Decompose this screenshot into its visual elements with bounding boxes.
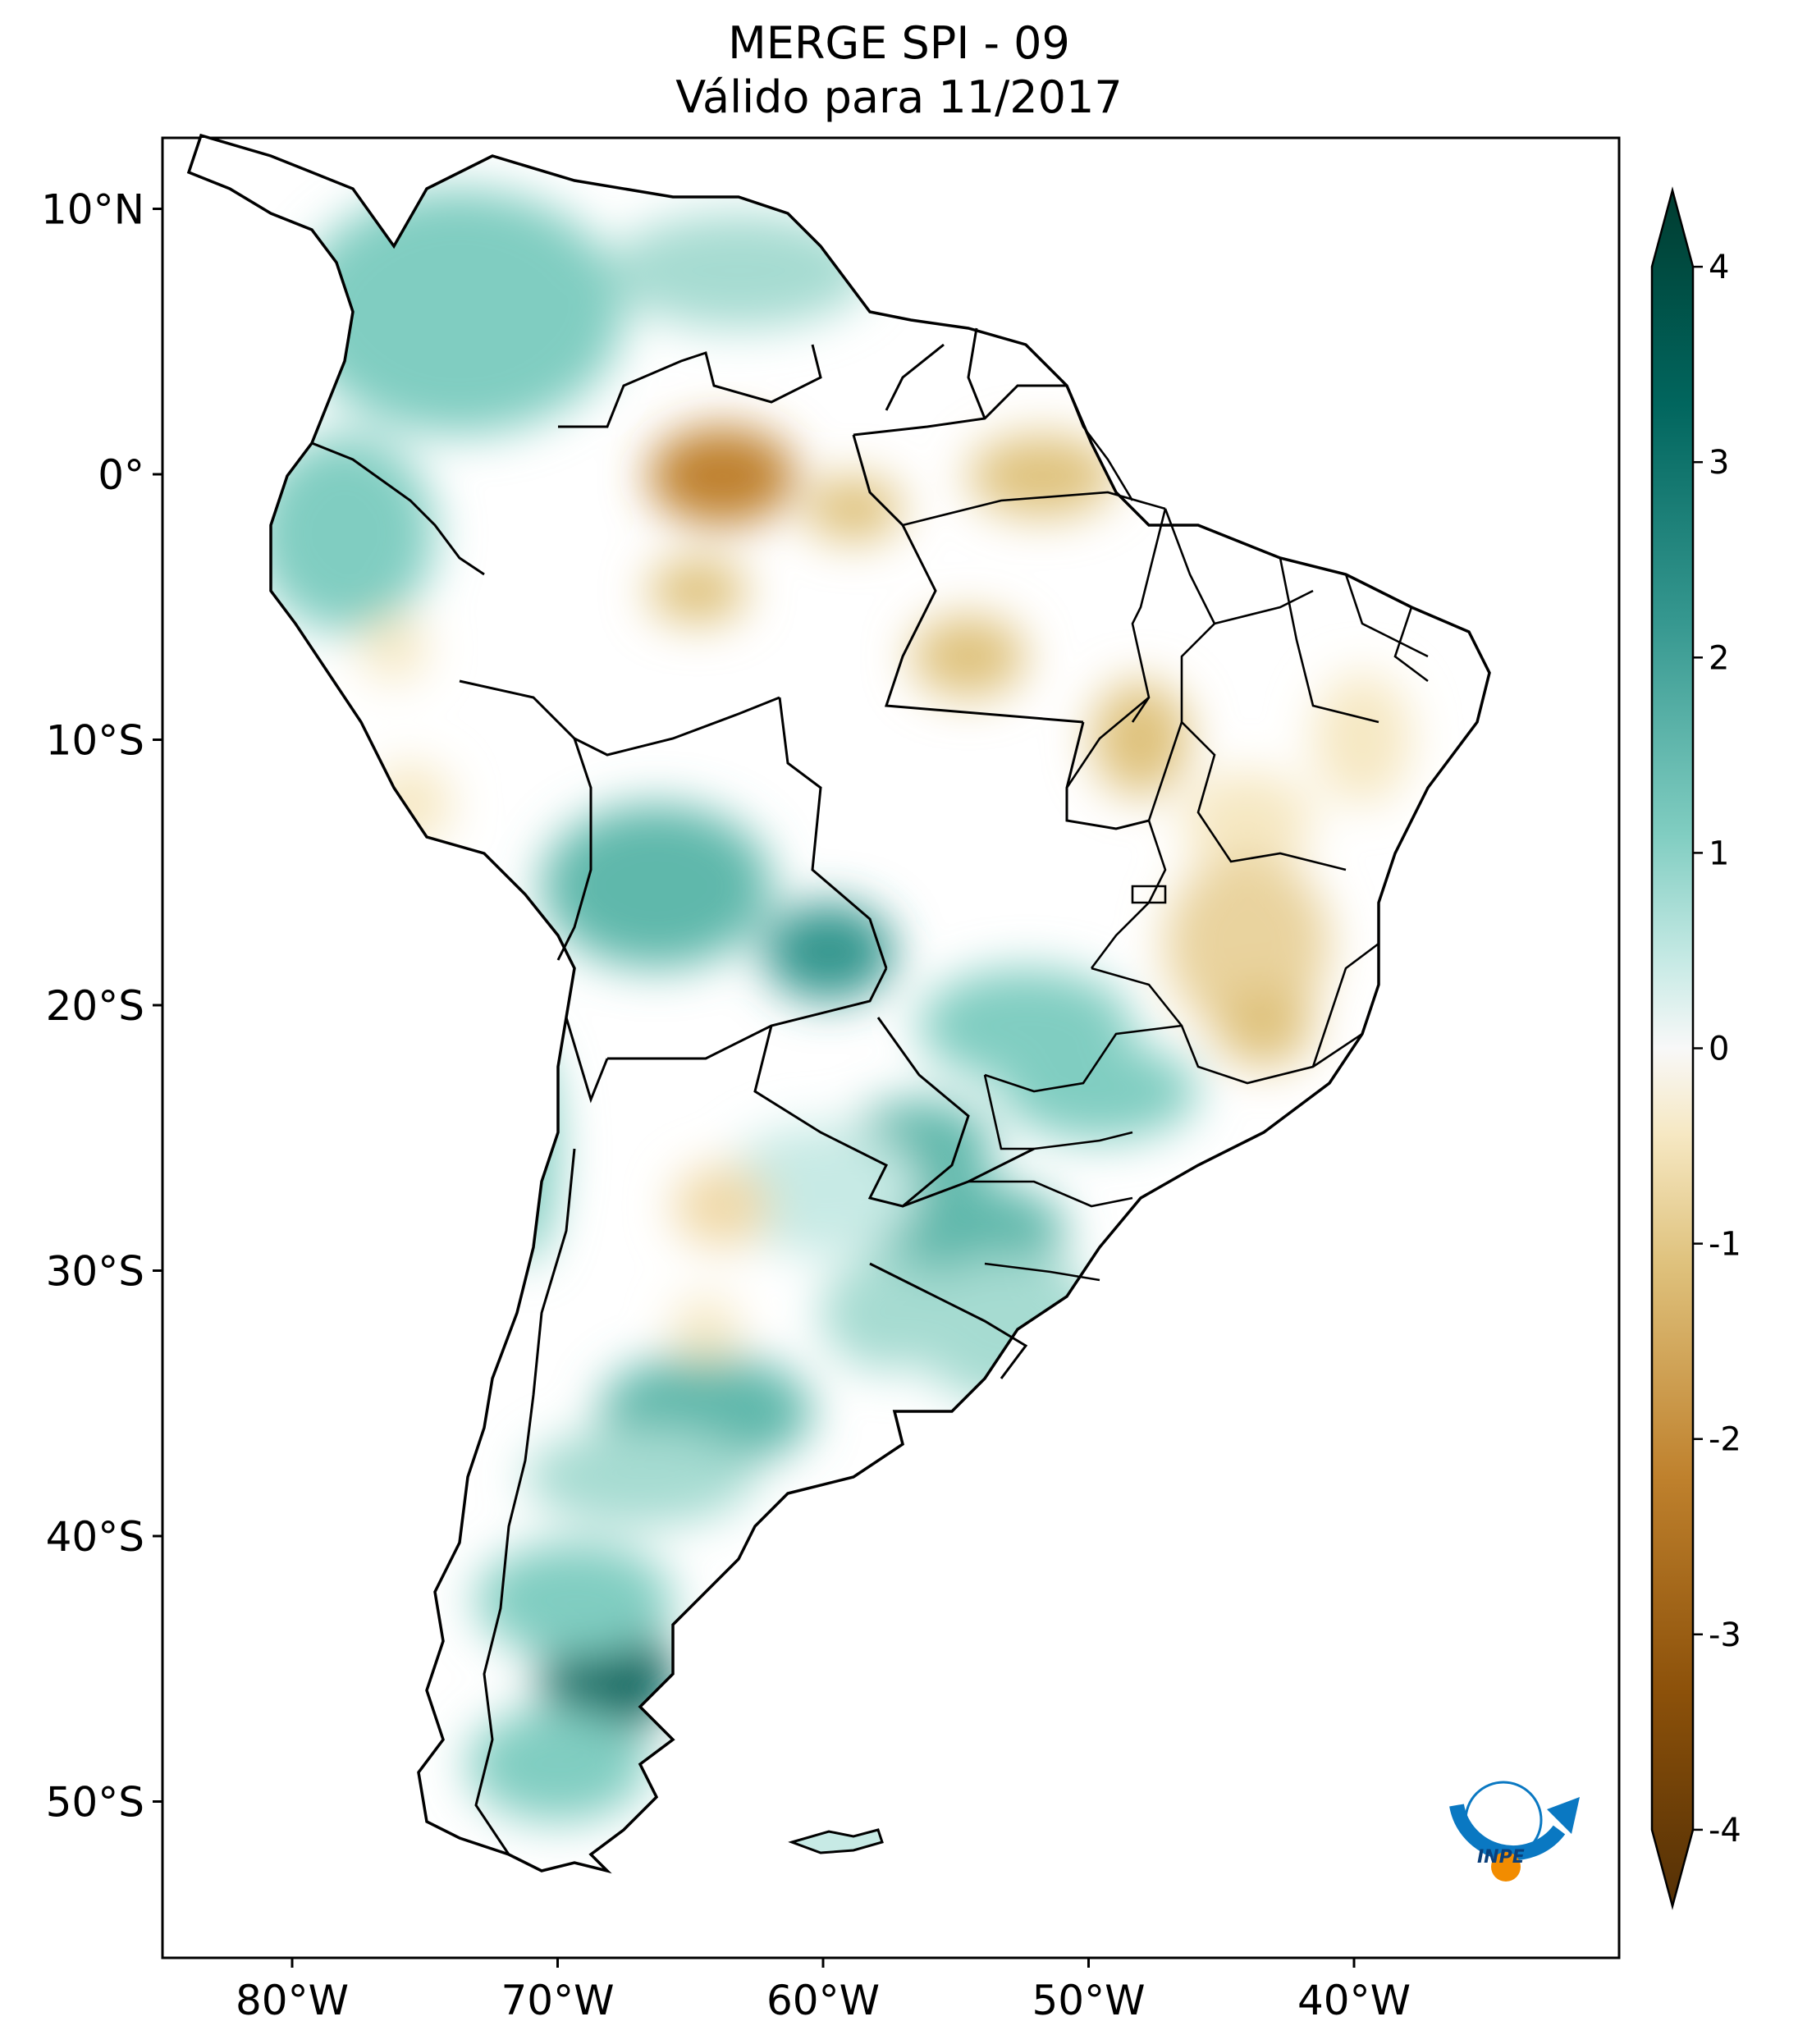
colorbar: 4 3 2 1 0 -1 -2 -3 -4 [1650,186,1741,1910]
lat-tick-label: 10°S [46,717,144,765]
lat-tick-label: 40°S [46,1513,144,1561]
colorbar-tick-label: 0 [1709,1031,1729,1068]
colorbar-tick-label: 1 [1709,835,1729,872]
lat-tick-label: 20°S [46,982,144,1030]
colorbar-ticks: 4 3 2 1 0 -1 -2 -3 -4 [1693,249,1741,1850]
colorbar-tick-label: -4 [1709,1812,1741,1850]
lon-tick-label: 50°W [1032,1977,1145,2024]
logo-sun [1491,1852,1521,1882]
lat-tick-label: 10°N [41,186,144,234]
colorbar-tick-label: 4 [1709,249,1729,286]
inpe-logo: INPE [1449,1781,1580,1882]
lat-tick-label: 30°S [46,1248,144,1296]
lat-tick-label: 0° [98,451,144,499]
falkland-islands [788,1828,884,1854]
map-title: MERGE SPI - 09 Válido para 11/2017 [0,16,1798,125]
colorbar-tick-label: -2 [1709,1421,1741,1459]
colorbar-tick-label: -1 [1709,1226,1741,1264]
logo-text: INPE [1477,1847,1525,1868]
longitude-ticks: 80°W 70°W 60°W 50°W 40°W [236,1958,1411,2024]
latitude-ticks: 10°N 0° 10°S 20°S 30°S 40°S 50°S [41,186,162,1827]
colorbar-bar [1650,186,1695,1910]
lat-tick-label: 50°S [46,1779,144,1827]
state-borders [902,385,1429,1282]
lon-tick-label: 40°W [1297,1977,1411,2024]
colorbar-tick-label: 2 [1709,639,1729,677]
logo-arrow [1547,1797,1580,1834]
title-line-1: MERGE SPI - 09 [728,17,1070,69]
title-line-2: Válido para 11/2017 [675,71,1123,123]
logo-swoosh [1449,1804,1566,1860]
country-borders [311,327,1150,1855]
lon-tick-label: 70°W [501,1977,614,2024]
colorbar-tick-label: -3 [1709,1616,1741,1654]
lon-tick-label: 80°W [236,1977,349,2024]
lon-tick-label: 60°W [766,1977,880,2024]
colorbar-tick-label: 3 [1709,444,1729,482]
